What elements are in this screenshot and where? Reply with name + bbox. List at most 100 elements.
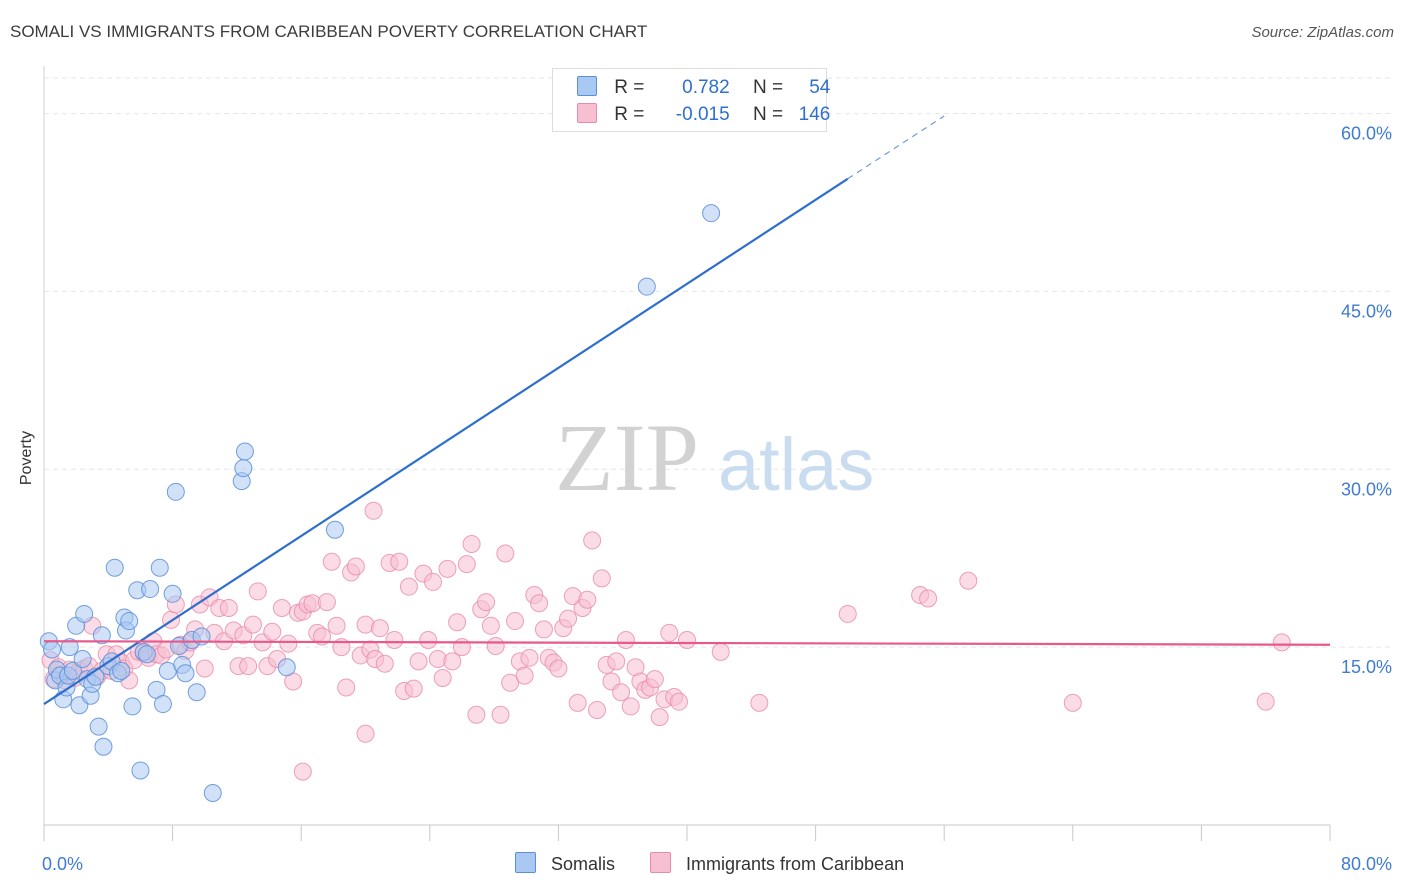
caribbean-point <box>364 501 383 520</box>
somali-point <box>131 761 150 780</box>
watermark-zip: ZIP <box>555 404 699 511</box>
somali-n-label: N = <box>752 77 784 98</box>
caribbean-point <box>515 666 534 685</box>
source-label: Source: ZipAtlas.com <box>1251 24 1394 41</box>
caribbean-point <box>491 705 510 724</box>
somali-point <box>94 737 113 756</box>
caribbean-point <box>467 705 486 724</box>
caribbean-r-value: -0.015 <box>675 104 730 125</box>
watermark: ZIP atlas <box>555 404 874 511</box>
somali-point <box>89 717 108 736</box>
caribbean-point <box>501 673 520 692</box>
somali-point <box>63 661 82 680</box>
caribbean-point <box>534 620 553 639</box>
somali-points <box>39 204 721 802</box>
somali-n-value: 54 <box>809 77 831 98</box>
caribbean-point <box>263 622 282 641</box>
y-tick-label: 60.0% <box>1341 124 1392 144</box>
somali-r-value: 0.782 <box>682 77 730 98</box>
caribbean-point <box>919 589 938 608</box>
caribbean-point <box>243 615 262 634</box>
somali-swatch <box>577 76 597 96</box>
caribbean-point <box>399 577 418 596</box>
caribbean-point <box>433 668 452 687</box>
somali-point <box>75 604 94 623</box>
legend-somalis-label: Somalis <box>551 854 616 874</box>
caribbean-point <box>438 559 457 578</box>
caribbean-point <box>612 683 631 702</box>
caribbean-point <box>496 544 515 563</box>
somali-point <box>150 558 169 577</box>
watermark-atlas: atlas <box>718 423 874 506</box>
somali-point <box>141 580 160 599</box>
somali-r-label: R = <box>614 77 645 98</box>
caribbean-point <box>711 642 730 661</box>
caribbean-point <box>443 652 462 671</box>
somali-trend-line <box>43 177 849 705</box>
somali-point <box>112 661 131 680</box>
caribbean-point <box>248 582 267 601</box>
caribbean-point <box>279 634 298 653</box>
caribbean-point <box>322 552 341 571</box>
somali-trend-extension <box>847 115 945 180</box>
caribbean-trend-line <box>43 640 1331 646</box>
trend-lines <box>43 115 1331 705</box>
caribbean-point <box>385 631 404 650</box>
caribbean-point <box>356 724 375 743</box>
caribbean-point <box>568 693 587 712</box>
legend-caribbean-swatch <box>650 852 671 873</box>
caribbean-point <box>390 552 409 571</box>
caribbean-r-label: R = <box>614 104 645 125</box>
legend-somalis-swatch <box>515 852 536 873</box>
somali-point <box>277 658 296 677</box>
caribbean-point <box>583 531 602 550</box>
caribbean-point <box>327 616 346 635</box>
somali-point <box>60 638 79 657</box>
caribbean-point <box>587 700 606 719</box>
legend-caribbean-label: Immigrants from Caribbean <box>686 854 905 874</box>
caribbean-point <box>616 631 635 650</box>
caribbean-point <box>462 534 481 553</box>
gridlines <box>44 77 1392 648</box>
caribbean-swatch <box>577 103 597 123</box>
somali-point <box>203 783 222 802</box>
stat-row-caribbean: R = -0.015 N = 146 <box>577 103 830 126</box>
somali-point <box>187 683 206 702</box>
somali-point <box>166 482 185 501</box>
caribbean-point <box>650 708 669 727</box>
caribbean-point <box>559 609 578 628</box>
somali-point <box>73 650 92 668</box>
somali-point <box>702 204 721 223</box>
caribbean-point <box>370 619 389 638</box>
caribbean-point <box>1272 633 1291 652</box>
legend-item-caribbean[interactable]: Immigrants from Caribbean <box>650 852 904 875</box>
caribbean-point <box>404 679 423 698</box>
chart-title: SOMALI VS IMMIGRANTS FROM CARIBBEAN POVE… <box>10 22 648 41</box>
caribbean-point <box>549 659 568 678</box>
somali-point <box>105 558 124 577</box>
caribbean-point <box>578 590 597 609</box>
somali-point <box>137 645 156 664</box>
caribbean-point <box>1256 692 1275 711</box>
caribbean-point <box>424 572 443 591</box>
caribbean-point <box>1063 693 1082 712</box>
caribbean-point <box>520 648 539 667</box>
legend-item-somalis[interactable]: Somalis <box>515 852 615 875</box>
caribbean-point <box>337 678 356 697</box>
caribbean-point <box>195 659 214 678</box>
somali-point <box>176 664 195 683</box>
x-tick-label-min: 0.0% <box>42 854 83 874</box>
caribbean-point <box>409 652 428 671</box>
caribbean-point <box>621 697 640 716</box>
caribbean-point <box>448 613 467 632</box>
caribbean-point <box>419 631 438 650</box>
caribbean-point <box>645 670 664 689</box>
caribbean-point <box>452 638 471 657</box>
y-tick-label: 30.0% <box>1341 479 1392 499</box>
caribbean-point <box>239 657 258 676</box>
somali-point <box>153 695 172 714</box>
tick-labels: 15.0% 30.0% 45.0% 60.0% 0.0% 80.0% <box>42 124 1392 874</box>
axes <box>43 66 1331 841</box>
caribbean-point <box>607 652 626 671</box>
caribbean-point <box>959 571 978 590</box>
